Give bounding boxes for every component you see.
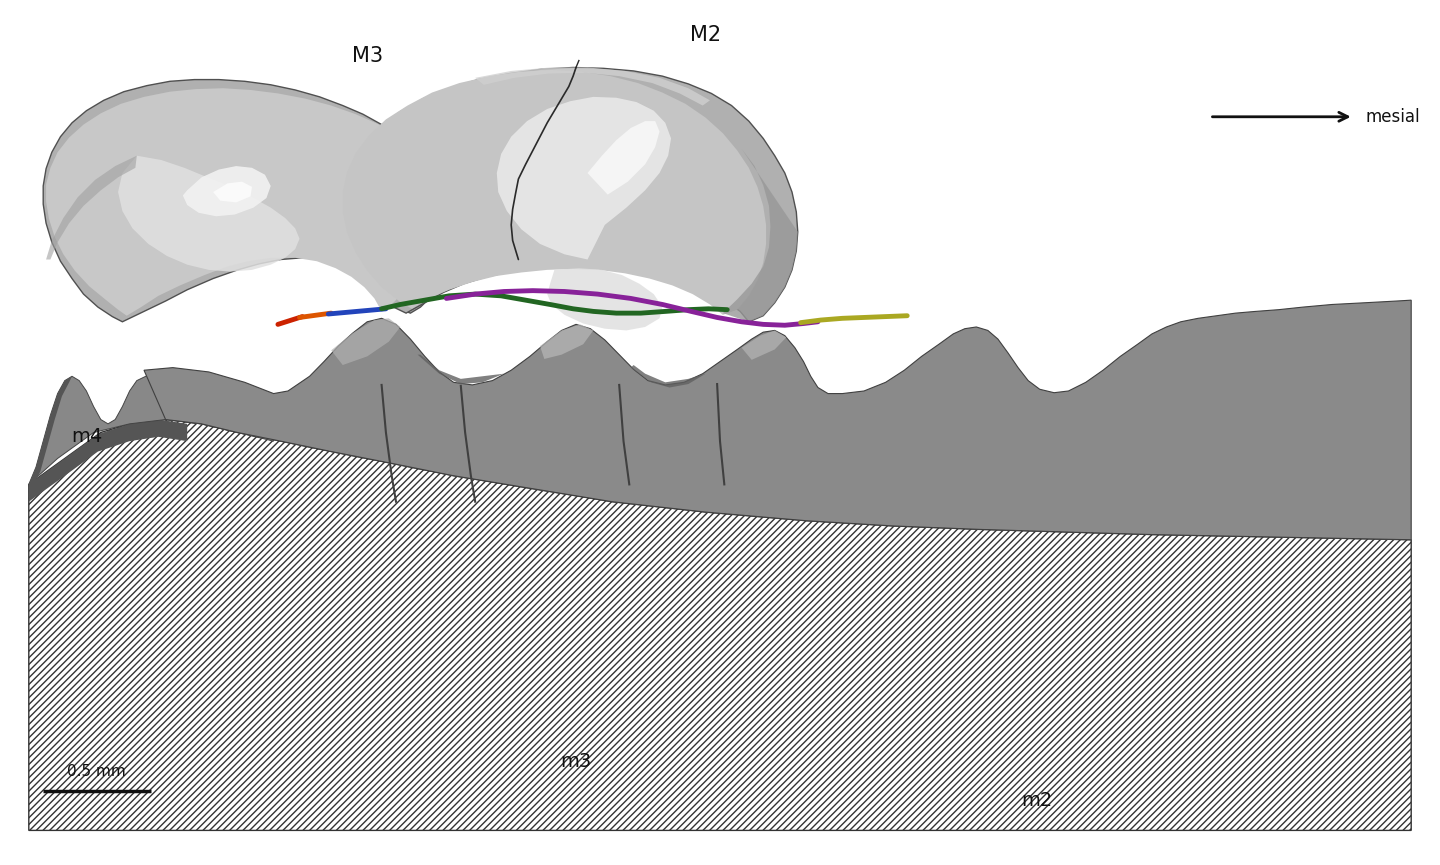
Polygon shape [213,182,252,202]
Polygon shape [475,67,710,106]
Polygon shape [118,156,300,272]
Polygon shape [29,370,274,484]
Polygon shape [547,268,662,330]
Polygon shape [46,156,137,260]
Text: M3: M3 [351,46,383,67]
Text: m2: m2 [1021,791,1053,810]
Polygon shape [183,166,271,216]
Polygon shape [29,376,72,489]
Text: mesial: mesial [1365,108,1420,125]
Text: m4: m4 [71,427,102,446]
Text: 0.5 mm: 0.5 mm [68,764,125,778]
Polygon shape [497,97,671,260]
Polygon shape [29,420,187,502]
Polygon shape [144,300,1411,540]
Polygon shape [540,324,593,359]
Polygon shape [588,121,660,195]
Polygon shape [343,67,798,322]
Polygon shape [46,88,458,316]
Polygon shape [742,330,786,360]
Polygon shape [43,80,475,322]
Polygon shape [331,318,400,365]
Polygon shape [343,70,766,315]
Polygon shape [29,420,1411,830]
Polygon shape [723,149,798,322]
Text: m3: m3 [560,752,592,771]
Text: M2: M2 [690,24,721,45]
Polygon shape [631,365,706,388]
Polygon shape [418,355,504,384]
